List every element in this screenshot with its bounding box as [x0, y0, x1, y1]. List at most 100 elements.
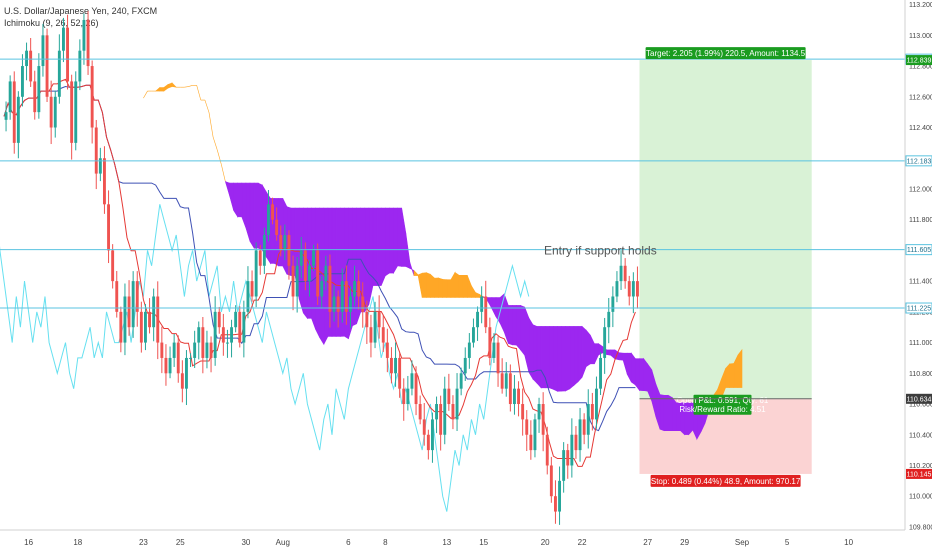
candle[interactable]: [533, 413, 537, 458]
candle[interactable]: [422, 402, 426, 446]
candle[interactable]: [406, 375, 410, 411]
candle[interactable]: [590, 392, 594, 431]
candle[interactable]: [361, 282, 365, 328]
candle[interactable]: [500, 358, 504, 394]
candle[interactable]: [619, 250, 623, 290]
candle[interactable]: [234, 305, 238, 333]
candle[interactable]: [328, 254, 332, 328]
candle[interactable]: [488, 317, 492, 366]
candle[interactable]: [185, 350, 188, 406]
candle[interactable]: [271, 197, 274, 225]
candle[interactable]: [320, 276, 324, 309]
candle[interactable]: [283, 224, 287, 261]
candle[interactable]: [209, 336, 213, 373]
candle[interactable]: [336, 290, 340, 328]
candle[interactable]: [172, 333, 176, 367]
candle[interactable]: [636, 266, 639, 309]
candle[interactable]: [180, 360, 184, 403]
candle[interactable]: [201, 317, 205, 374]
candle[interactable]: [549, 456, 553, 503]
candle[interactable]: [139, 301, 143, 353]
candle[interactable]: [4, 101, 8, 132]
candle[interactable]: [615, 271, 619, 303]
candle[interactable]: [197, 321, 201, 360]
candle[interactable]: [230, 319, 233, 358]
candle[interactable]: [115, 270, 119, 318]
candle[interactable]: [385, 328, 389, 373]
target-label[interactable]: Target: 2.205 (1.99%) 220.5, Amount: 113…: [645, 47, 806, 60]
candle[interactable]: [570, 418, 574, 478]
candle[interactable]: [12, 71, 16, 154]
candle[interactable]: [86, 11, 90, 75]
candle[interactable]: [582, 413, 586, 445]
candle[interactable]: [66, 14, 69, 90]
candle[interactable]: [595, 376, 598, 429]
candle[interactable]: [152, 288, 156, 342]
candle[interactable]: [431, 412, 434, 463]
candle[interactable]: [168, 346, 172, 379]
price-tag[interactable]: 112.839: [906, 55, 932, 66]
candle[interactable]: [472, 318, 475, 348]
candle[interactable]: [463, 347, 467, 381]
candle[interactable]: [426, 429, 430, 460]
candle[interactable]: [299, 236, 303, 279]
candle[interactable]: [324, 255, 328, 291]
candle[interactable]: [418, 395, 422, 425]
candle[interactable]: [439, 395, 443, 451]
candle[interactable]: [135, 271, 139, 327]
candle[interactable]: [496, 336, 500, 387]
candle[interactable]: [62, 17, 65, 63]
candle[interactable]: [279, 225, 283, 257]
candle[interactable]: [357, 270, 361, 310]
candle[interactable]: [414, 366, 418, 416]
candle[interactable]: [82, 13, 86, 65]
candle[interactable]: [459, 367, 463, 396]
candle[interactable]: [480, 286, 484, 324]
candle[interactable]: [369, 314, 373, 358]
candle[interactable]: [529, 420, 533, 460]
candle[interactable]: [295, 257, 299, 313]
candle[interactable]: [160, 326, 164, 374]
candle[interactable]: [402, 378, 406, 421]
candle[interactable]: [254, 242, 258, 308]
target-zone[interactable]: [639, 60, 812, 399]
candle[interactable]: [525, 410, 529, 451]
candle[interactable]: [566, 443, 570, 479]
stop-label[interactable]: Stop: 0.489 (0.44%) 48.9, Amount: 970.17: [650, 474, 801, 487]
candle[interactable]: [476, 306, 479, 341]
candle[interactable]: [586, 389, 590, 449]
candle[interactable]: [398, 352, 402, 398]
candle[interactable]: [21, 54, 24, 107]
candle[interactable]: [144, 304, 147, 351]
candle[interactable]: [78, 39, 82, 91]
candle[interactable]: [37, 53, 41, 119]
price-tag[interactable]: 110.145: [906, 468, 932, 479]
candle[interactable]: [631, 272, 635, 314]
candle[interactable]: [316, 243, 320, 305]
candle[interactable]: [189, 353, 192, 367]
candle[interactable]: [287, 230, 291, 280]
candle[interactable]: [205, 330, 209, 369]
candle[interactable]: [94, 119, 98, 190]
level-price-tag[interactable]: 111.225: [905, 302, 932, 314]
candle[interactable]: [574, 426, 578, 459]
candle[interactable]: [221, 313, 225, 356]
candle[interactable]: [410, 360, 414, 396]
candle[interactable]: [213, 296, 217, 366]
candle[interactable]: [119, 306, 123, 353]
candle[interactable]: [29, 38, 33, 87]
candle[interactable]: [513, 375, 516, 415]
candle[interactable]: [558, 466, 561, 525]
candle[interactable]: [451, 395, 455, 430]
candle[interactable]: [340, 268, 344, 323]
candle[interactable]: [607, 297, 611, 344]
candle[interactable]: [217, 306, 221, 334]
candle[interactable]: [262, 227, 266, 275]
candle[interactable]: [623, 258, 627, 289]
candle[interactable]: [131, 271, 135, 338]
candle[interactable]: [390, 347, 393, 384]
level-price-tag[interactable]: 112.183: [905, 155, 932, 167]
candle[interactable]: [599, 352, 602, 396]
